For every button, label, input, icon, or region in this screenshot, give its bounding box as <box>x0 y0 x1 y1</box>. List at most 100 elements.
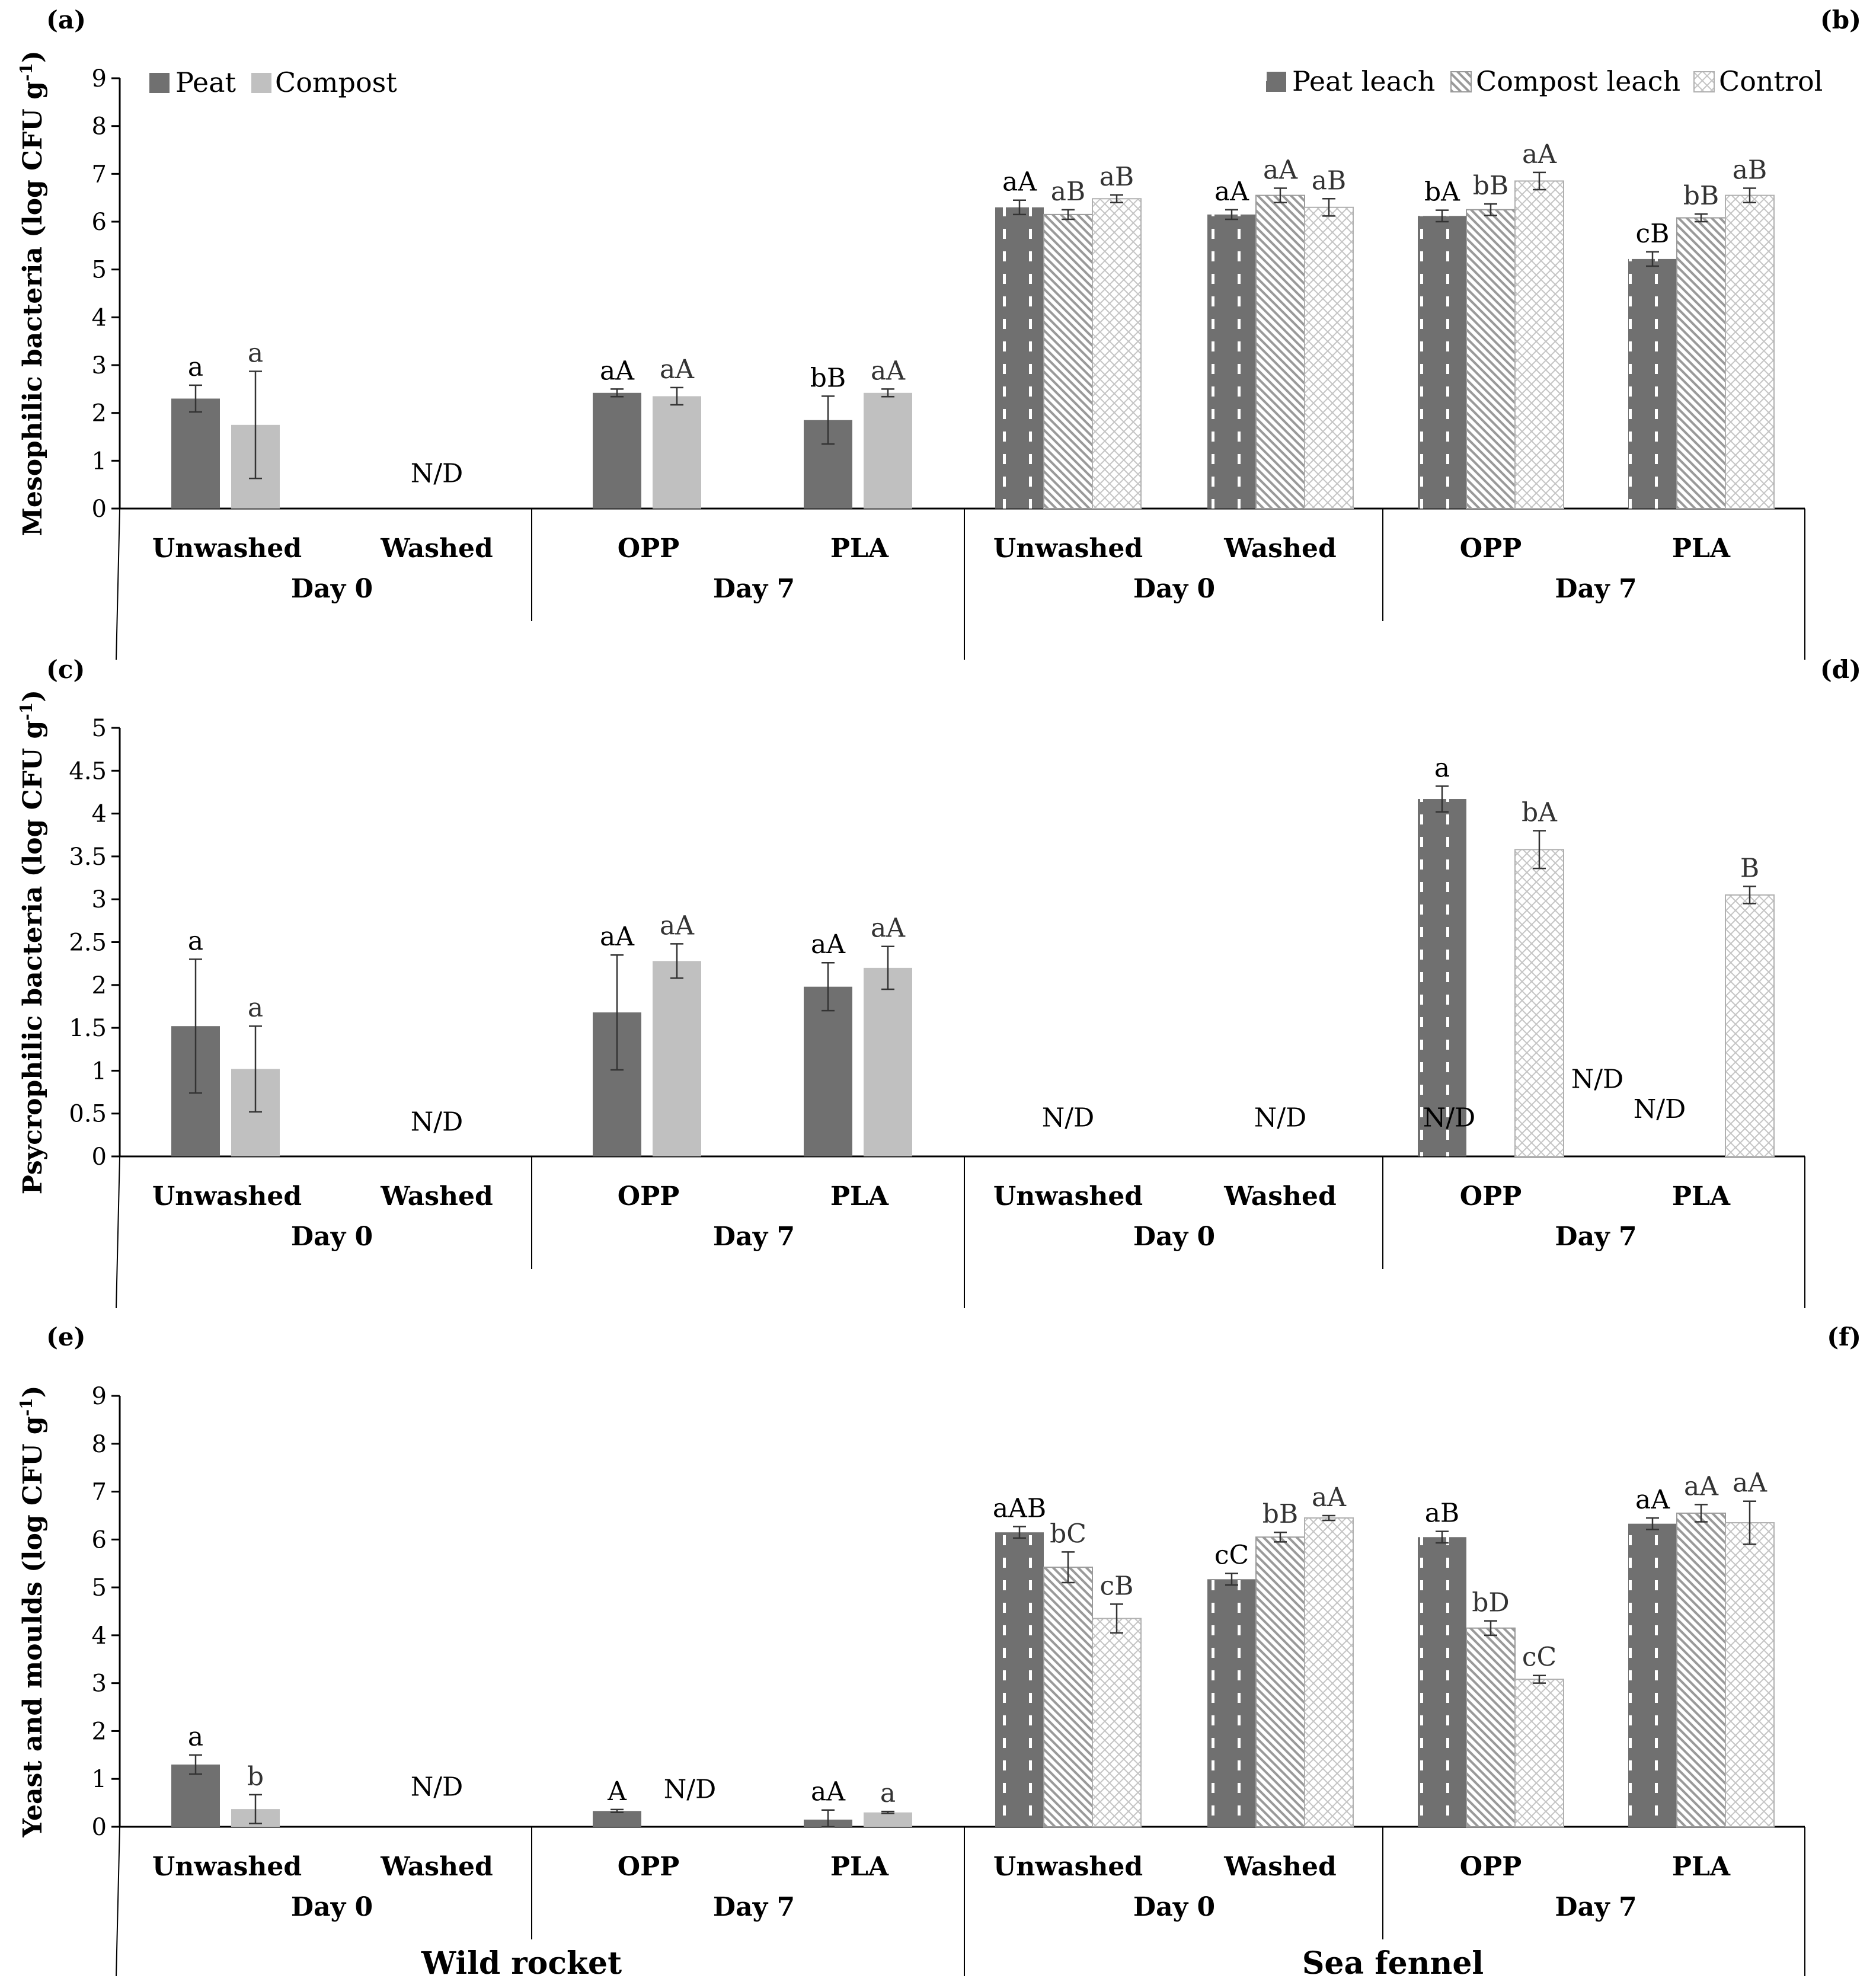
x-group-separator <box>116 1826 120 1977</box>
y-tick-label: 0 <box>92 1814 107 1841</box>
legend-label-compost-leach: Compost leach <box>1476 65 1680 97</box>
y-axis-label: Mesophilic bacteria (log CFU g-1) <box>17 50 48 536</box>
x-category-label: OPP <box>618 1181 680 1212</box>
x-category-label: Washed <box>380 533 493 564</box>
chart-panel-3: (e) (f) 0 1 2 3 4 5 6 7 8 9 Yeast and moulds (log CF… <box>17 1322 1861 1977</box>
legend-label-peat: Peat <box>175 66 236 98</box>
y-tick-label: 6 <box>92 1526 107 1554</box>
bar-control <box>1725 194 1775 509</box>
x-category-label: Washed <box>1223 533 1337 564</box>
y-tick-label: 1 <box>92 448 107 475</box>
significance-label: b <box>247 1762 264 1792</box>
x-category-label: Unwashed <box>152 1852 302 1882</box>
x-category-label: Washed <box>1223 1852 1337 1882</box>
significance-label: aA <box>811 1777 846 1807</box>
y-tick-label: 7 <box>92 1479 107 1506</box>
x-category-label: OPP <box>1460 1852 1522 1882</box>
x-category-label: Unwashed <box>152 533 302 564</box>
y-tick-label: 5 <box>92 1574 107 1602</box>
x-category-label: PLA <box>830 1181 889 1212</box>
species-label-sea-fennel: Sea fennel <box>1302 1945 1484 1981</box>
significance-label: cC <box>1522 1642 1556 1673</box>
bar-peat <box>171 398 220 509</box>
bar-control <box>1725 1522 1775 1827</box>
significance-label: B <box>1740 854 1759 884</box>
legend-label-compost: Compost <box>275 66 397 98</box>
significance-label: bB <box>810 363 846 393</box>
panel-letter-left: (a) <box>46 5 86 34</box>
significance-label: aAB <box>993 1494 1046 1524</box>
x-day-label: Day 7 <box>1555 1222 1637 1252</box>
significance-label: aA <box>871 913 906 944</box>
significance-label: bB <box>1262 1499 1299 1529</box>
x-group-separator <box>116 508 120 660</box>
significance-label: cC <box>1214 1540 1249 1571</box>
x-day-label: Day 0 <box>291 1892 373 1922</box>
significance-label: bA <box>1424 177 1460 207</box>
bar-compost-leach <box>1466 1627 1516 1827</box>
y-tick-label: 5 <box>92 257 107 284</box>
species-labels: Wild rocket Sea fennel <box>421 1945 1484 1981</box>
bar-compost-leach <box>1043 1567 1093 1827</box>
x-category-label: PLA <box>1672 1181 1731 1212</box>
bar-compost <box>653 396 701 509</box>
bar-peat-leach <box>1418 1537 1466 1827</box>
y-tick-label: 1 <box>92 1766 107 1793</box>
bar-peat-leach <box>1628 1523 1677 1827</box>
significance-label: aB <box>1099 162 1134 192</box>
y-tick-label: 4 <box>92 1622 107 1650</box>
bar-peat <box>804 986 852 1156</box>
significance-label: aA <box>660 354 695 385</box>
bar-compost-leach <box>1255 194 1305 509</box>
significance-label: aA <box>600 922 635 952</box>
x-day-label: Day 0 <box>291 574 373 604</box>
y-tick-label: 0 <box>92 496 107 523</box>
x-category-label: Unwashed <box>993 533 1143 564</box>
legend-swatch-compost-leach <box>1450 71 1472 92</box>
significance-label: aA <box>811 929 846 960</box>
x-category-label: Washed <box>380 1181 493 1212</box>
bar-compost-leach <box>1255 1536 1305 1827</box>
significance-label: aB <box>1312 165 1347 196</box>
legend-label-peat-leach: Peat leach <box>1292 65 1435 97</box>
significance-label: aA <box>1312 1482 1347 1513</box>
x-category-label: OPP <box>1460 1181 1522 1212</box>
bar-control <box>1304 1517 1354 1828</box>
bar-control <box>1514 180 1564 509</box>
bar-control <box>1725 894 1775 1157</box>
panel-letter-right: (d) <box>1820 655 1861 684</box>
nd-label: N/D <box>1423 1102 1476 1133</box>
y-tick-label: 4.5 <box>69 758 107 785</box>
nd-label: N/D <box>664 1775 717 1805</box>
legend-swatch-control <box>1693 71 1715 92</box>
significance-label: a <box>248 993 263 1023</box>
y-tick-label: 2 <box>92 1718 107 1745</box>
y-tick-label: 9 <box>92 65 107 92</box>
bar-peat-leach <box>1207 1579 1256 1827</box>
x-category-label: OPP <box>618 1852 680 1882</box>
legend-swatch-peat <box>149 73 170 93</box>
x-day-label: Day 0 <box>1133 1222 1215 1252</box>
x-day-label: Day 0 <box>291 1222 373 1252</box>
bar-peat <box>593 392 641 509</box>
significance-label: aA <box>1214 177 1249 207</box>
chart-panel-2: (c) (d) 0 0.5 1 1.5 2 2.5 3 3.5 4 4.5 5 Psycrophilic … <box>17 655 1861 1309</box>
y-tick-label: 9 <box>92 1383 107 1410</box>
panel-letter-left: (c) <box>46 655 85 684</box>
y-tick-label: 4 <box>92 801 107 828</box>
bar-compost-leach <box>1676 217 1726 509</box>
y-tick-label: 3.5 <box>69 843 107 871</box>
x-day-label: Day 7 <box>713 1222 795 1252</box>
bar-peat-leach <box>995 1532 1044 1827</box>
significance-label: aB <box>1051 177 1086 207</box>
nd-label: N/D <box>411 1107 464 1137</box>
significance-label: aA <box>1684 1471 1719 1501</box>
y-tick-label: 7 <box>92 161 107 188</box>
nd-label: N/D <box>1634 1094 1686 1124</box>
legend-left: Peat Compost <box>149 66 397 98</box>
legend-right: Peat leach Compost leach Control <box>1266 65 1823 97</box>
significance-label: bD <box>1472 1588 1509 1618</box>
species-label-wild-rocket: Wild rocket <box>421 1945 622 1981</box>
y-tick-label: 5 <box>92 715 107 742</box>
bar-peat-leach <box>1418 799 1466 1156</box>
